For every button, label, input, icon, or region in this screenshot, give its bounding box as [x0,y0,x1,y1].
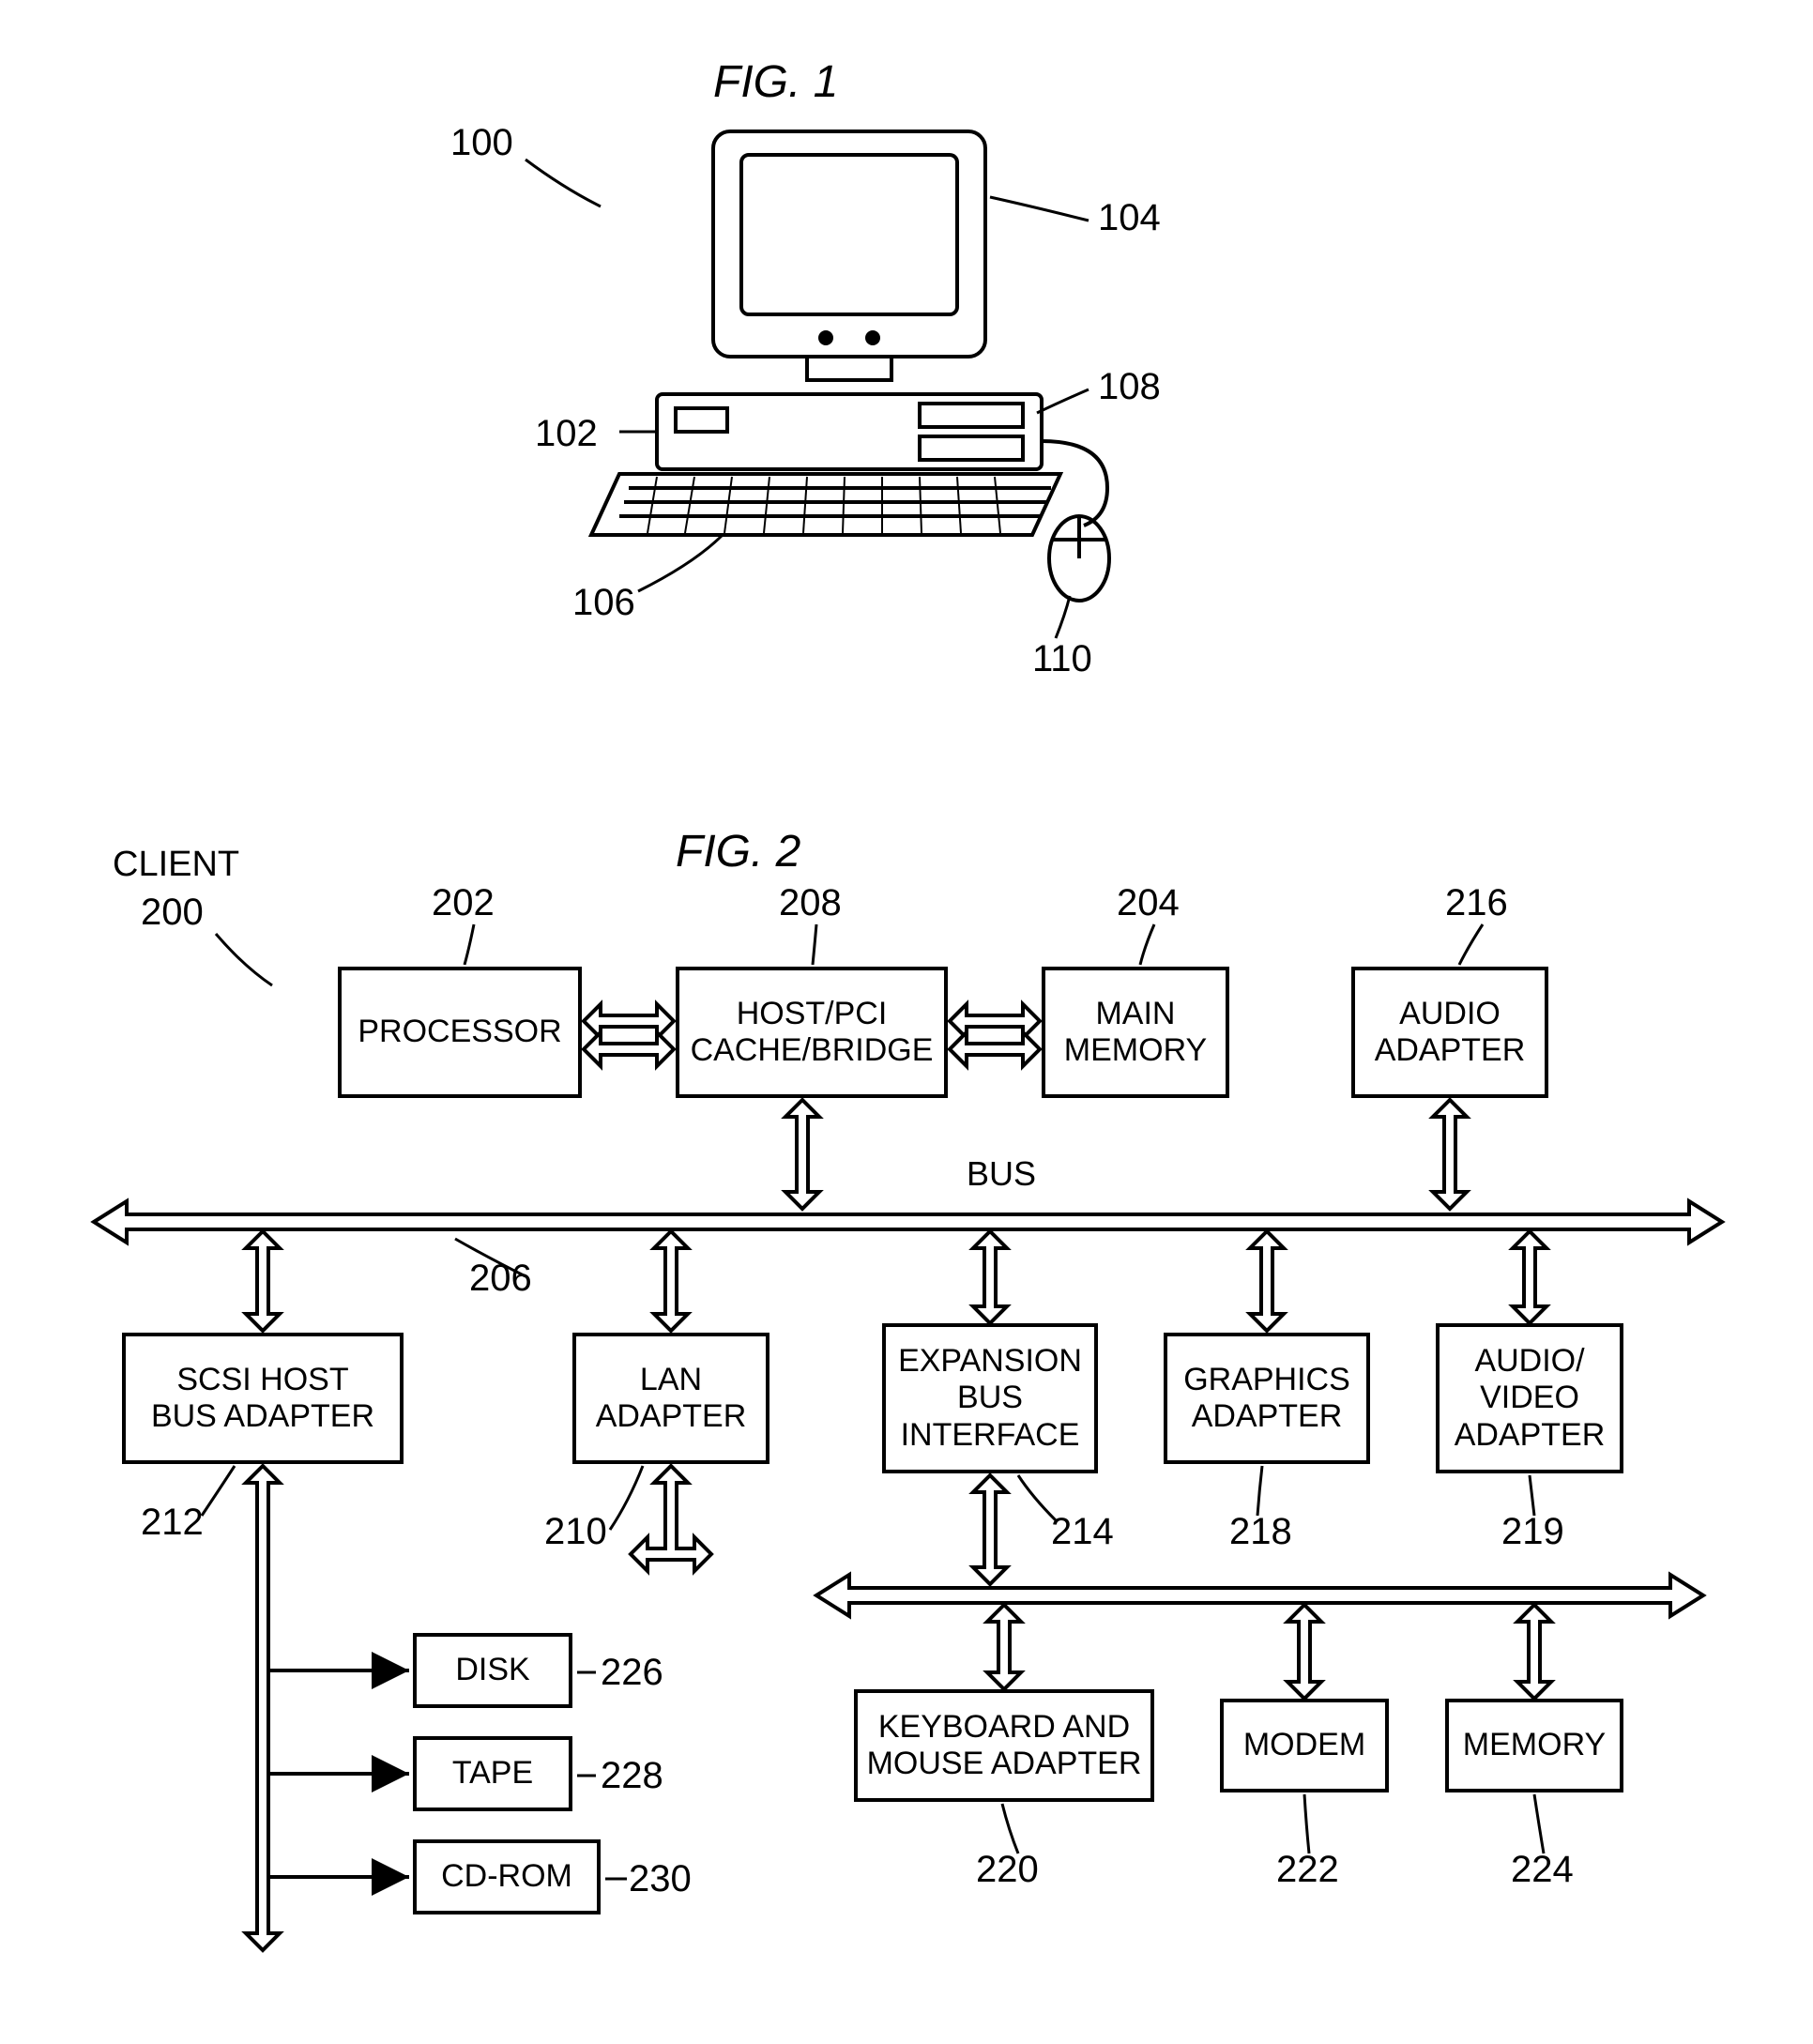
ref-222: 222 [1276,1849,1339,1891]
box-host-pci-label: HOST/PCI CACHE/BRIDGE [691,996,934,1069]
ref-206: 206 [469,1258,532,1300]
ref-108: 108 [1098,366,1161,408]
ref-226: 226 [601,1652,663,1694]
box-cdrom-label: CD-ROM [441,1858,572,1895]
ref-228: 228 [601,1755,663,1797]
box-modem: MODEM [1220,1699,1389,1792]
box-processor: PROCESSOR [338,967,582,1098]
diagram-canvas: FIG. 1 100 104 108 102 106 110 FIG. 2 CL… [38,38,1775,2006]
box-scsi-label: SCSI HOST BUS ADAPTER [151,1362,374,1435]
computer-drawing [591,131,1109,601]
box-scsi: SCSI HOST BUS ADAPTER [122,1333,404,1464]
box-main-memory: MAIN MEMORY [1042,967,1229,1098]
fig1-title: FIG. 1 [713,56,838,108]
ref-110: 110 [1032,638,1092,680]
box-audio-adapter: AUDIO ADAPTER [1351,967,1548,1098]
ref-218: 218 [1229,1511,1292,1553]
bus-label: BUS [967,1154,1036,1194]
fig2-title: FIG. 2 [676,826,800,877]
ref-212: 212 [141,1502,204,1544]
ref-204: 204 [1117,882,1180,924]
box-cdrom: CD-ROM [413,1839,601,1914]
ref-102: 102 [535,413,598,455]
ref-106: 106 [572,582,635,624]
ref-220: 220 [976,1849,1039,1891]
box-memory-label: MEMORY [1463,1727,1606,1763]
box-lan-label: LAN ADAPTER [596,1362,747,1435]
box-modem-label: MODEM [1243,1727,1365,1763]
ref-224: 224 [1511,1849,1574,1891]
client-label: CLIENT [113,845,239,885]
box-graphics-label: GRAPHICS ADAPTER [1183,1362,1350,1435]
box-tape-label: TAPE [452,1755,533,1792]
box-memory: MEMORY [1445,1699,1623,1792]
box-disk-label: DISK [455,1652,529,1688]
box-av-label: AUDIO/ VIDEO ADAPTER [1455,1343,1606,1453]
box-processor-label: PROCESSOR [358,1014,561,1050]
ref-104: 104 [1098,197,1161,239]
box-exp-bus: EXPANSION BUS INTERFACE [882,1323,1098,1473]
ref-210: 210 [544,1511,607,1553]
ref-219: 219 [1501,1511,1564,1553]
box-main-memory-label: MAIN MEMORY [1064,996,1207,1069]
box-host-pci: HOST/PCI CACHE/BRIDGE [676,967,948,1098]
box-kbm: KEYBOARD AND MOUSE ADAPTER [854,1689,1154,1802]
ref-214: 214 [1051,1511,1114,1553]
box-disk: DISK [413,1633,572,1708]
ref-100: 100 [450,122,513,164]
ref-208: 208 [779,882,842,924]
box-av: AUDIO/ VIDEO ADAPTER [1436,1323,1623,1473]
box-tape: TAPE [413,1736,572,1811]
ref-200: 200 [141,892,204,934]
box-exp-bus-label: EXPANSION BUS INTERFACE [898,1343,1082,1453]
box-lan: LAN ADAPTER [572,1333,769,1464]
box-audio-adapter-label: AUDIO ADAPTER [1375,996,1526,1069]
box-kbm-label: KEYBOARD AND MOUSE ADAPTER [867,1709,1142,1782]
ref-230: 230 [629,1858,692,1900]
ref-216: 216 [1445,882,1508,924]
box-graphics: GRAPHICS ADAPTER [1164,1333,1370,1464]
ref-202: 202 [432,882,495,924]
